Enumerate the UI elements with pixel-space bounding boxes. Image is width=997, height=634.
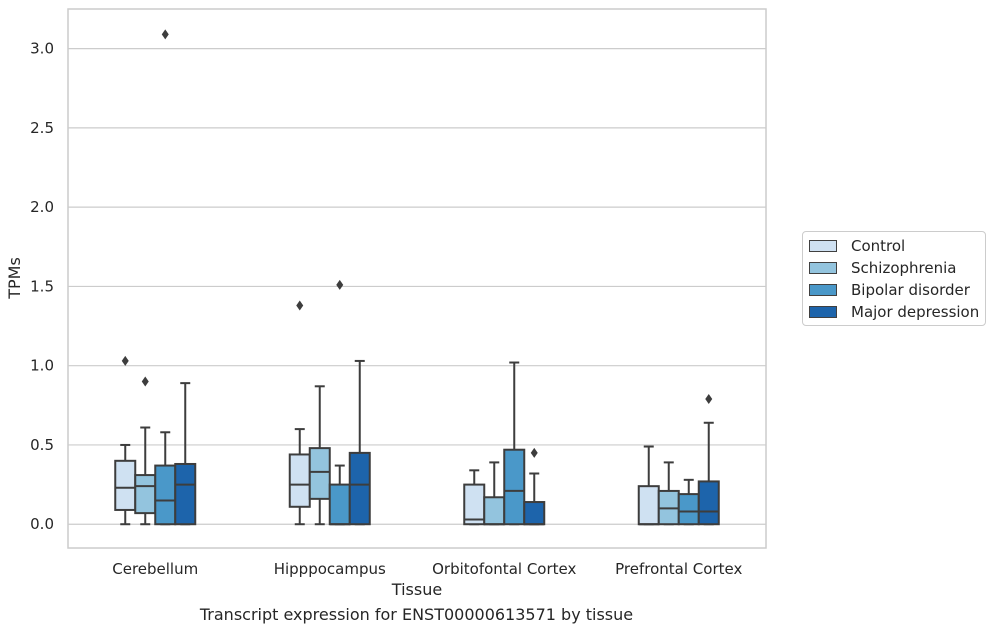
y-tick-label: 2.5 [30, 119, 54, 137]
legend-swatch-control [809, 240, 837, 252]
outlier-point [161, 29, 169, 40]
box-iqr [503, 448, 526, 526]
box-iqr [463, 483, 486, 526]
x-tick-labels: Cerebellum Hipppocampus Orbitofontal Corte… [112, 560, 742, 578]
outlier-point [296, 300, 304, 311]
box-schizophrenia [308, 385, 331, 526]
legend-swatch-bipolar-disorder [809, 284, 837, 296]
legend: Control Schizophrenia Bipolar disorder M… [802, 231, 986, 326]
box-control [114, 355, 137, 526]
outlier-point [705, 393, 713, 404]
outlier-point [141, 376, 149, 387]
legend-swatch-major-depression [809, 306, 837, 318]
box-major-depression [174, 382, 197, 526]
box-schizophrenia [134, 376, 157, 526]
y-axis-label: TPMs [5, 257, 24, 300]
box-schizophrenia [657, 461, 680, 526]
box-iqr [134, 474, 157, 515]
legend-item-major-depression: Major depression [809, 302, 979, 322]
box-control [463, 469, 486, 526]
legend-swatch-schizophrenia [809, 262, 837, 274]
y-tick-label: 0.5 [30, 436, 54, 454]
y-tick-label: 0.0 [30, 515, 54, 533]
box-major-depression [348, 359, 371, 526]
box-major-depression [697, 393, 720, 526]
legend-label-control: Control [851, 237, 906, 255]
y-tick-label: 1.5 [30, 277, 54, 295]
legend-item-bipolar-disorder: Bipolar disorder [809, 280, 970, 300]
gridlines [68, 48, 766, 525]
box-iqr [637, 485, 660, 526]
box-iqr [288, 453, 311, 508]
legend-label-major-depression: Major depression [851, 303, 980, 321]
legend-item-control: Control [809, 236, 905, 256]
plot-frame [67, 8, 767, 549]
x-axis-label: Tissue [391, 580, 442, 599]
box-bipolar-disorder [503, 361, 526, 526]
box-iqr [523, 501, 546, 526]
legend-item-schizophrenia: Schizophrenia [809, 258, 956, 278]
box-iqr [328, 483, 351, 526]
outlier-point [530, 447, 538, 458]
boxes [114, 29, 720, 526]
x-tick-label: Cerebellum [112, 560, 198, 578]
box-iqr [697, 480, 720, 526]
y-tick-label: 2.0 [30, 198, 54, 216]
box-schizophrenia [483, 461, 506, 526]
box-control [637, 445, 660, 526]
box-iqr [677, 493, 700, 526]
y-tick-label: 3.0 [30, 40, 54, 58]
box-major-depression [523, 447, 546, 526]
box-bipolar-disorder [154, 29, 177, 526]
legend-label-bipolar-disorder: Bipolar disorder [851, 281, 970, 299]
box-iqr [114, 459, 137, 511]
x-tick-label: Hipppocampus [274, 560, 386, 578]
box-iqr [348, 451, 371, 526]
box-bipolar-disorder [328, 279, 351, 526]
box-iqr [308, 447, 331, 500]
box-control [288, 300, 311, 526]
y-tick-label: 1.0 [30, 357, 54, 375]
box-iqr [174, 462, 197, 526]
legend-label-schizophrenia: Schizophrenia [851, 259, 957, 277]
x-tick-label: Orbitofontal Cortex [432, 560, 576, 578]
y-tick-labels: 0.0 0.5 1.0 1.5 2.0 2.5 3.0 [30, 40, 54, 534]
outlier-point [121, 355, 129, 366]
box-iqr [483, 496, 506, 526]
box-bipolar-disorder [677, 478, 700, 526]
box-iqr [154, 464, 177, 526]
outlier-point [336, 279, 344, 290]
x-tick-label: Prefrontal Cortex [615, 560, 742, 578]
figure-caption: Transcript expression for ENST0000061357… [199, 605, 634, 624]
